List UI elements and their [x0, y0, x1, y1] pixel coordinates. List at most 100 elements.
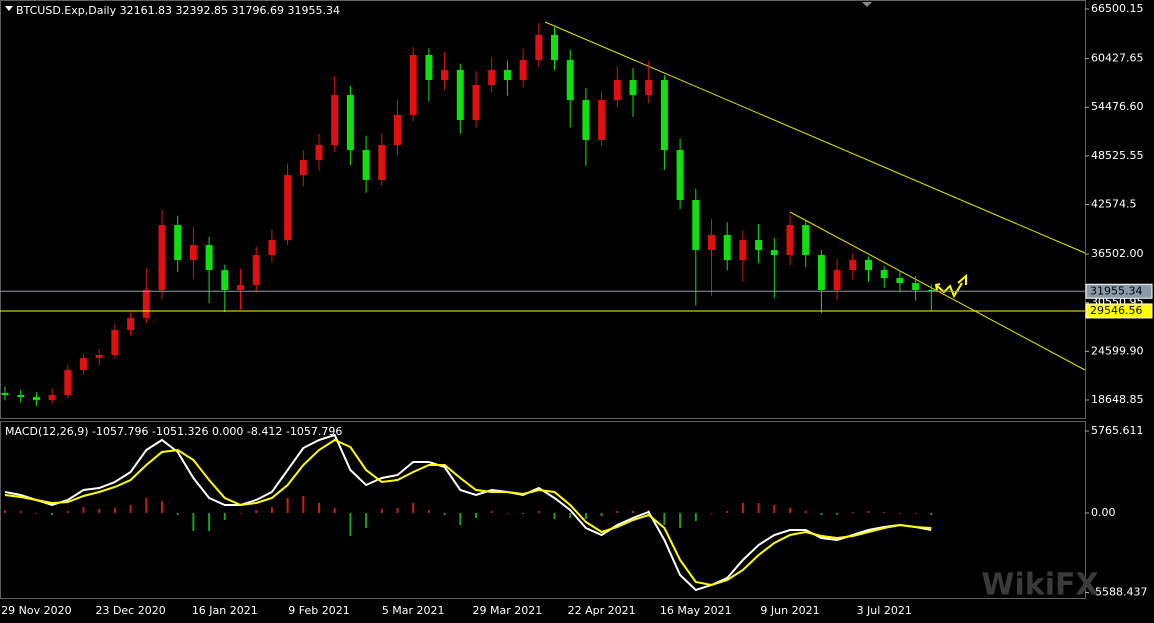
candle-body	[1, 393, 9, 396]
scroll-marker	[862, 2, 872, 7]
histogram-bar	[757, 502, 760, 513]
candle-body	[362, 150, 370, 181]
candle-body	[378, 145, 386, 181]
histogram-bar	[553, 512, 556, 519]
candle-body	[472, 84, 480, 121]
histogram-bar	[82, 506, 85, 513]
histogram-bar	[412, 502, 415, 513]
histogram-bar	[19, 510, 22, 513]
histogram-bar	[239, 512, 242, 514]
candle-body	[127, 318, 135, 331]
price-level-label: 29546.56	[1090, 304, 1143, 317]
histogram-bar	[898, 512, 901, 514]
candle-body	[95, 355, 103, 359]
x-tick-label: 3 Jul 2021	[857, 604, 912, 617]
y-tick-label: 18648.85	[1091, 393, 1144, 406]
histogram-bar	[270, 506, 273, 513]
candle-body	[551, 34, 558, 60]
frame	[0, 0, 1086, 599]
y-tick-label: 5765.611	[1091, 424, 1144, 437]
candle-body	[48, 395, 56, 401]
y-tick-label: -5588.437	[1091, 585, 1147, 598]
x-tick-label: 9 Feb 2021	[288, 604, 349, 617]
macd-line	[4, 438, 932, 587]
price-level-box	[1085, 283, 1153, 299]
candle-body	[268, 239, 276, 256]
histogram-bar	[506, 512, 509, 514]
price-frame	[0, 0, 1086, 419]
candle-body	[174, 225, 182, 261]
y-tick-label: 48525.55	[1091, 149, 1144, 162]
candle-body	[833, 270, 841, 290]
histogram-bar	[632, 510, 634, 513]
histogram-bar	[176, 512, 179, 515]
histogram-bar	[4, 509, 6, 513]
histogram-bar	[51, 512, 54, 515]
candle-body	[346, 95, 354, 151]
histogram-bar	[537, 510, 540, 513]
candle-body	[802, 225, 810, 256]
candle-body	[535, 34, 543, 60]
y-tick-label: 24599.90	[1091, 344, 1144, 357]
y-tick-label: 66500.15	[1091, 2, 1144, 15]
histogram-bar	[427, 509, 430, 513]
histogram-bar	[255, 509, 258, 513]
histogram-bar	[192, 512, 195, 531]
x-tick-label: 29 Nov 2020	[1, 604, 71, 617]
candle-body	[221, 270, 229, 290]
menu-triangle[interactable]	[5, 6, 13, 11]
candle-body	[331, 95, 339, 146]
candle-body	[708, 235, 715, 251]
candle-body	[786, 225, 794, 256]
histogram-bar	[365, 512, 368, 529]
histogram-bar	[35, 512, 38, 514]
histogram-bar	[820, 512, 823, 515]
y-tick-label: 42574.5	[1091, 197, 1137, 210]
histogram-bar	[333, 507, 336, 513]
histogram-bar	[475, 512, 477, 519]
histogram-bar	[600, 512, 603, 516]
candle-body	[237, 285, 244, 290]
histogram-bar	[569, 512, 572, 519]
histogram-bar	[522, 512, 525, 514]
histogram-bar	[710, 512, 713, 514]
candle-body	[676, 150, 684, 201]
candle-body	[205, 245, 213, 271]
histogram-bar	[113, 507, 116, 513]
histogram-bar	[694, 512, 697, 521]
candle-body	[896, 278, 904, 284]
histogram-bar	[851, 511, 854, 513]
histogram-bar	[286, 497, 289, 513]
candle-body	[64, 370, 72, 396]
histogram-bar	[773, 505, 776, 513]
x-tick-label: 29 Mar 2021	[473, 604, 543, 617]
candle-body	[912, 283, 920, 290]
histogram-bar	[741, 502, 744, 513]
histogram-bar	[318, 502, 320, 513]
histogram-bar	[490, 510, 493, 513]
candle-body	[394, 114, 401, 146]
candle-body	[503, 70, 511, 80]
candle-body	[158, 225, 166, 290]
candle-body	[409, 54, 417, 115]
histogram-bar	[302, 495, 305, 513]
candle-body	[723, 235, 731, 261]
candle-body	[32, 397, 40, 401]
histogram-bar	[380, 508, 383, 513]
histogram-bar	[867, 510, 870, 513]
histogram-bar	[616, 510, 619, 513]
macd-header: MACD(12,26,9) -1057.796 -1051.326 0.000 …	[5, 425, 342, 438]
histogram-bar	[349, 512, 352, 536]
candle-body	[770, 250, 778, 256]
macd-frame	[0, 421, 1086, 599]
histogram-bar	[663, 512, 666, 525]
histogram-bar	[679, 512, 682, 529]
histogram-bar	[804, 510, 807, 513]
trendline	[544, 21, 1086, 254]
candle-body	[425, 54, 433, 80]
candle-body	[566, 59, 574, 101]
candle-body	[189, 245, 197, 261]
candle-body	[865, 260, 872, 271]
